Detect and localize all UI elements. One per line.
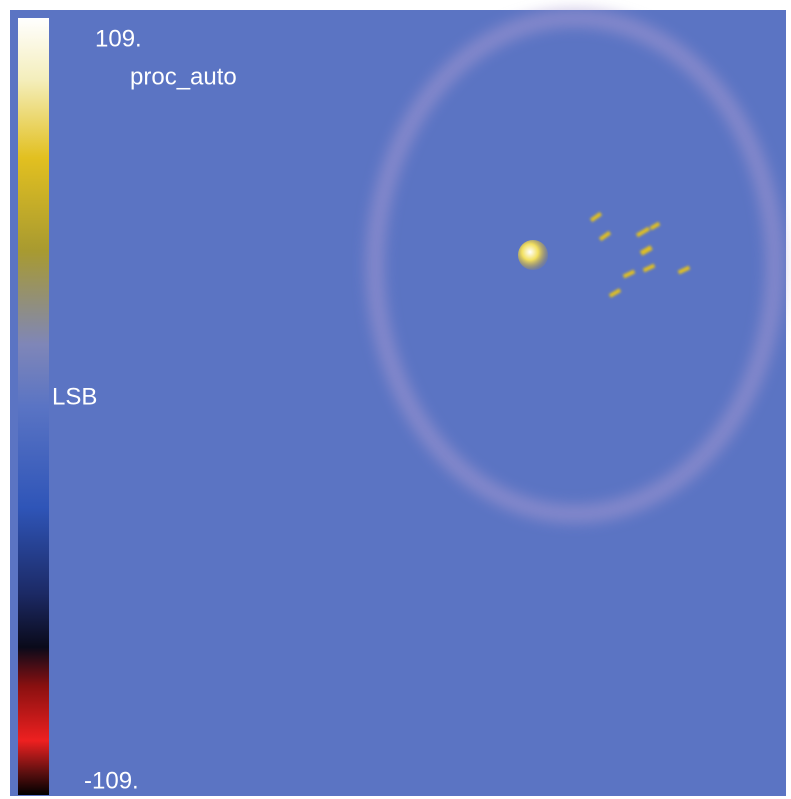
colorbar xyxy=(18,18,49,795)
bright-source xyxy=(518,240,548,270)
colorbar-min-label: -109. xyxy=(84,767,139,794)
caption: proc_auto xyxy=(130,63,237,90)
colorbar-unit: LSB xyxy=(52,383,97,410)
image-background xyxy=(10,10,786,796)
page: {"caption": "proc_auto", "colorbar": {"t… xyxy=(0,0,791,799)
image-view: 109. proc_auto LSB -109. xyxy=(0,0,791,799)
colorbar-max-label: 109. xyxy=(95,25,142,52)
